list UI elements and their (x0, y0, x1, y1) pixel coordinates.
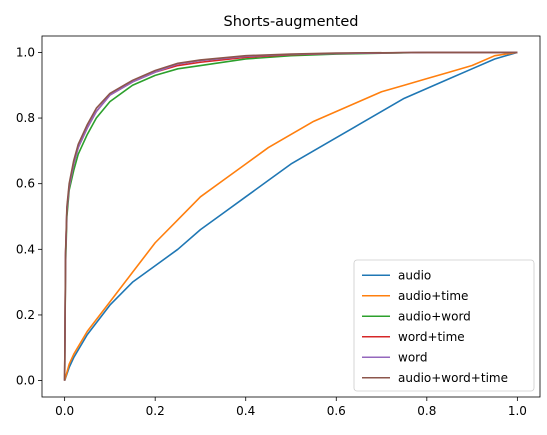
legend-label: audio+word (398, 309, 471, 323)
x-tick-label: 1.0 (508, 404, 527, 418)
y-tick-label: 0.8 (16, 111, 35, 125)
x-axis: 0.0 0.2 0.4 0.6 0.8 1.0 (55, 397, 527, 418)
y-tick-label: 1.0 (16, 45, 35, 59)
x-tick-label: 0.2 (146, 404, 165, 418)
y-tick-label: 0.2 (16, 308, 35, 322)
legend-label: word (398, 350, 428, 364)
x-tick-label: 0.4 (236, 404, 255, 418)
y-tick-label: 0.4 (16, 242, 35, 256)
x-tick-label: 0.6 (327, 404, 346, 418)
y-tick-label: 0.0 (16, 374, 35, 388)
legend-label: audio (398, 268, 431, 282)
x-tick-label: 0.0 (55, 404, 74, 418)
legend-label: audio+word+time (398, 371, 508, 385)
y-tick-label: 0.6 (16, 177, 35, 191)
legend-box (353, 259, 535, 392)
legend: audio audio+time audio+word word+time word au… (353, 259, 535, 392)
y-axis: 0.0 0.2 0.4 0.6 0.8 1.0 (16, 45, 42, 388)
series-line-audio (63, 51, 518, 381)
axes-frame (41, 35, 541, 398)
legend-label: audio+time (398, 289, 468, 303)
series-line-audio-time (63, 51, 518, 381)
series-line-audio-word-time (63, 51, 518, 381)
x-tick-label: 0.8 (417, 404, 436, 418)
legend-label: word+time (398, 330, 465, 344)
chart-title: Shorts-augmented (223, 14, 358, 30)
plot-lines (63, 51, 518, 381)
